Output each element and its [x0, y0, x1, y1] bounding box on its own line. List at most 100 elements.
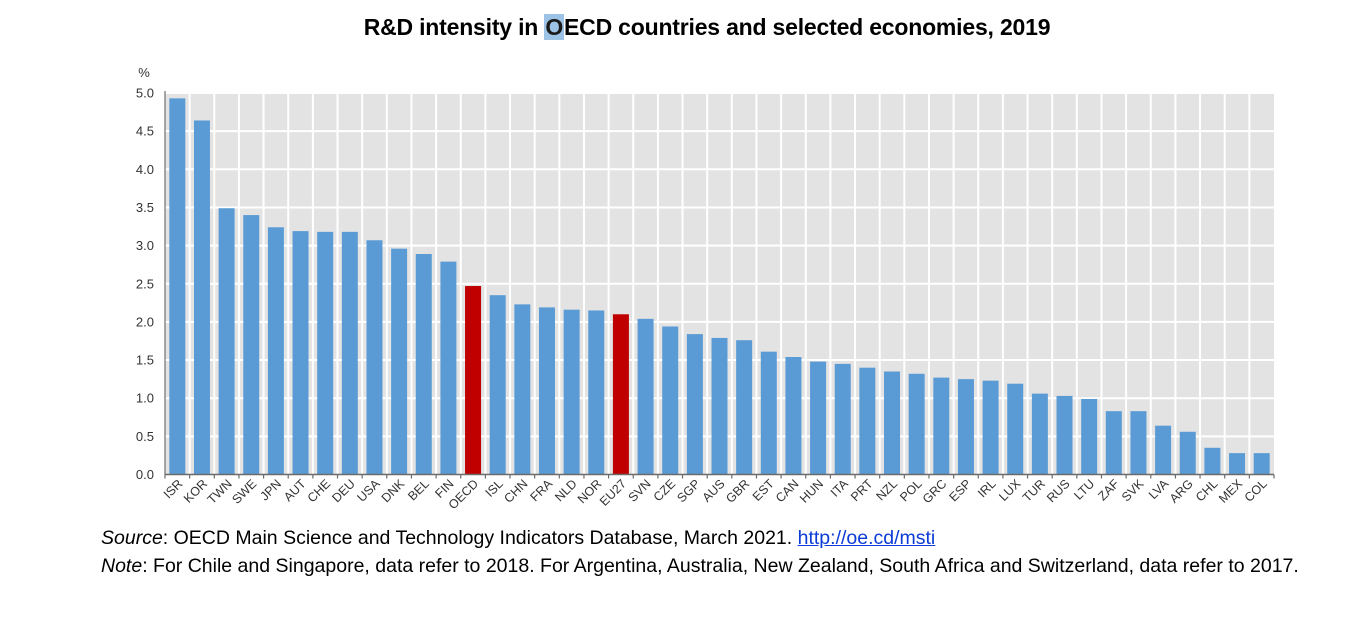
x-tick-label: USA — [355, 476, 384, 505]
x-tick-label: AUS — [700, 477, 728, 505]
bar-can — [785, 356, 802, 475]
x-tick-label: POL — [897, 477, 925, 505]
y-axis-unit-label: % — [138, 65, 150, 80]
x-tick-label: ESP — [946, 477, 974, 505]
x-tick-label: LTU — [1071, 477, 1097, 503]
x-tick-label: TUR — [1020, 477, 1048, 505]
x-tick-label: MEX — [1216, 476, 1246, 506]
chart-notes: Source: OECD Main Science and Technology… — [101, 524, 1341, 580]
x-tick-label: KOR — [181, 477, 210, 506]
x-tick-label: NLD — [552, 477, 580, 505]
x-tick-label: AUT — [281, 476, 309, 504]
chart-title: R&D intensity in OECD countries and sele… — [0, 14, 1354, 41]
title-highlighted-letter: O — [544, 14, 565, 40]
x-tick-label: PRT — [848, 476, 876, 504]
bar-kor — [193, 120, 210, 475]
bar-swe — [243, 215, 260, 475]
bar-aus — [711, 337, 728, 475]
bar-prt — [859, 367, 876, 475]
x-tick-label: JPN — [257, 477, 284, 504]
bar-tur — [1031, 393, 1048, 475]
source-label: Source — [101, 527, 163, 549]
bar-svk — [1130, 411, 1147, 475]
y-tick-label: 0.0 — [136, 467, 154, 482]
x-tick-label: CAN — [773, 477, 802, 506]
y-tick-label: 3.5 — [136, 200, 154, 215]
bar-mex — [1229, 453, 1246, 475]
bar-nzl — [884, 371, 901, 475]
x-tick-label: ITA — [828, 476, 851, 499]
x-tick-label: DNK — [379, 476, 408, 505]
source-line: Source: OECD Main Science and Technology… — [101, 524, 1341, 552]
bar-jpn — [267, 227, 284, 475]
y-tick-label: 1.0 — [136, 391, 154, 406]
x-tick-label: SVN — [626, 477, 654, 505]
x-tick-label: HUN — [797, 477, 826, 506]
bar-lva — [1155, 425, 1172, 475]
bar-ltu — [1081, 398, 1098, 475]
y-tick-label: 4.5 — [136, 124, 154, 139]
y-tick-label: 2.0 — [136, 314, 154, 329]
bar-sgp — [686, 334, 703, 475]
x-tick-label: IRL — [975, 477, 999, 501]
bar-grc — [933, 377, 950, 475]
y-tick-label: 0.5 — [136, 429, 154, 444]
x-tick-label: LUX — [996, 476, 1024, 504]
bar-usa — [366, 240, 383, 475]
x-tick-label: EU27 — [597, 477, 629, 509]
bar-fra — [538, 307, 555, 475]
x-tick-label: GBR — [723, 477, 752, 506]
bar-pol — [908, 373, 925, 475]
bar-chl — [1204, 447, 1221, 475]
bar-bel — [415, 253, 432, 475]
y-tick-label: 1.5 — [136, 353, 154, 368]
bar-isr — [169, 98, 186, 475]
bar-chart: 0.00.51.01.52.02.53.03.54.04.55.0 ISRKOR… — [136, 65, 1275, 512]
title-suffix: ECD countries and selected economies, 20… — [564, 14, 1051, 40]
note-text: : For Chile and Singapore, data refer to… — [142, 555, 1299, 577]
bar-eu27 — [612, 314, 629, 475]
x-tick-label: GRC — [920, 477, 950, 507]
bar-esp — [957, 379, 974, 475]
bar-gbr — [736, 340, 753, 475]
x-tick-label: DEU — [329, 477, 358, 506]
bar-est — [760, 351, 777, 475]
bar-cze — [662, 326, 679, 475]
x-tick-label: RUS — [1044, 477, 1073, 506]
x-tick-label: ARG — [1167, 477, 1196, 506]
x-tick-label: CHL — [1193, 477, 1221, 505]
x-tick-label: NZL — [874, 477, 901, 504]
bar-che — [317, 231, 334, 475]
source-link[interactable]: http://oe.cd/msti — [797, 527, 936, 549]
y-tick-label: 3.0 — [136, 238, 154, 253]
bar-svn — [637, 318, 654, 475]
x-tick-label: ZAF — [1095, 476, 1122, 503]
bar-nld — [563, 309, 580, 475]
x-tick-label: CZE — [651, 477, 679, 505]
bar-rus — [1056, 395, 1073, 475]
note-line: Note: For Chile and Singapore, data refe… — [101, 552, 1341, 580]
bar-chn — [514, 304, 531, 475]
x-tick-label: TWN — [205, 477, 235, 507]
bar-hun — [810, 361, 827, 475]
x-tick-label: FRA — [528, 476, 556, 504]
x-tick-label: SGP — [674, 477, 703, 506]
title-prefix: R&D intensity in — [363, 14, 545, 40]
bar-col — [1253, 453, 1270, 475]
x-tick-label: BEL — [405, 477, 432, 504]
bar-lux — [1007, 383, 1024, 475]
bar-ita — [834, 363, 851, 475]
x-tick-label: SWE — [229, 477, 259, 507]
x-tick-label: EST — [750, 476, 777, 503]
source-text: : OECD Main Science and Technology Indic… — [162, 527, 798, 549]
bar-dnk — [391, 248, 408, 475]
bar-aut — [292, 231, 309, 475]
x-tick-label: CHN — [501, 477, 530, 506]
x-tick-label: SVK — [1119, 476, 1147, 504]
bar-fin — [440, 261, 457, 475]
bar-irl — [982, 380, 999, 475]
bar-deu — [341, 231, 358, 475]
bar-arg — [1179, 431, 1196, 475]
bar-twn — [218, 208, 235, 475]
y-tick-label: 2.5 — [136, 276, 154, 291]
